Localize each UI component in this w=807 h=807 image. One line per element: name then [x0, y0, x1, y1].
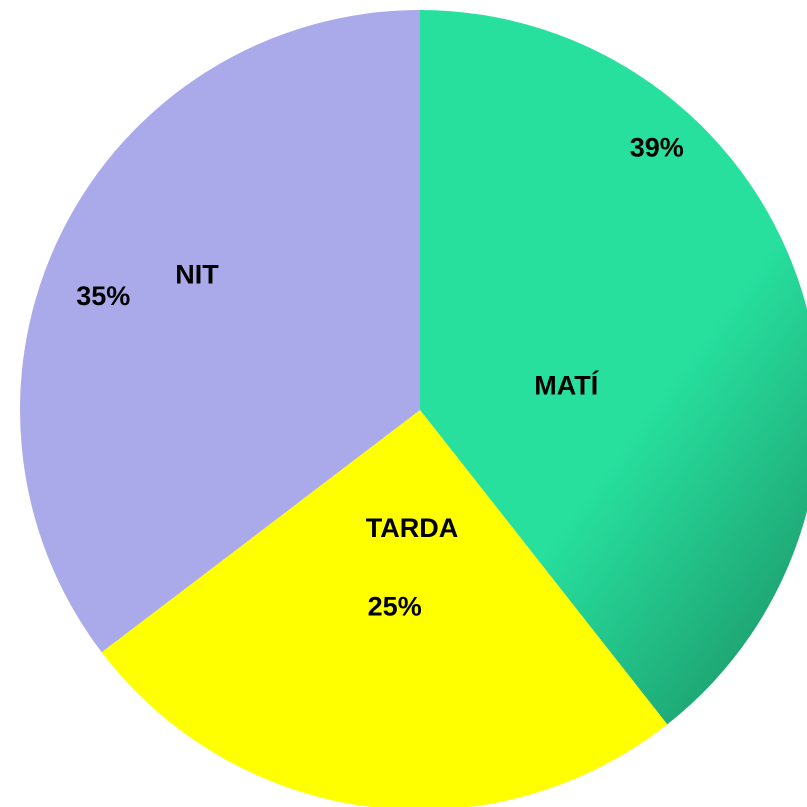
pie-slice	[101, 410, 668, 807]
pie-slice	[19, 10, 420, 653]
pie-slice	[420, 10, 807, 725]
slice-label: NIT	[175, 259, 219, 289]
slice-label: MATÍ	[534, 370, 599, 401]
slice-label: TARDA	[366, 513, 458, 543]
value-label: 39%	[630, 133, 684, 163]
value-label: 25%	[368, 592, 422, 622]
value-label: 35%	[76, 281, 130, 311]
